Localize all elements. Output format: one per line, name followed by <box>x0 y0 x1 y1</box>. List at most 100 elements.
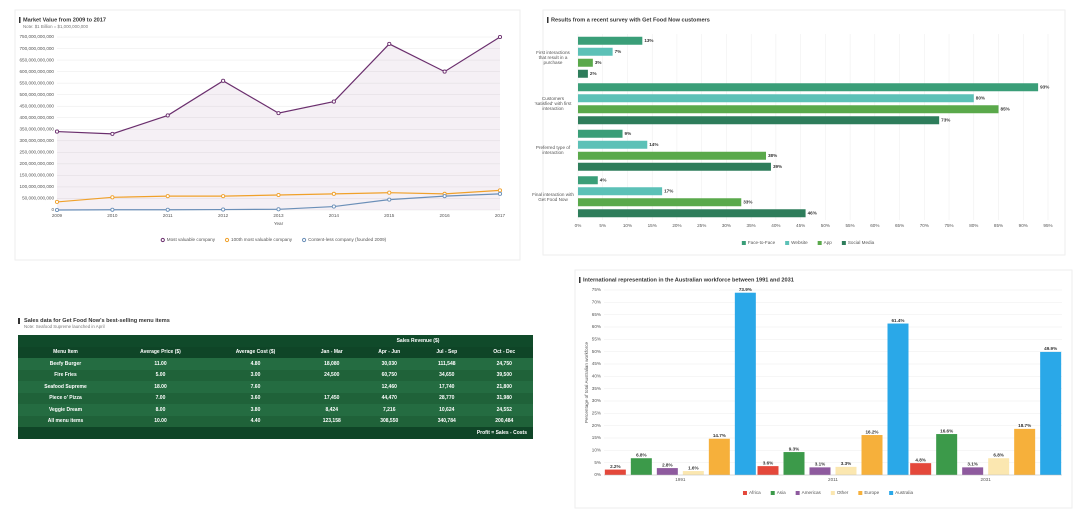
x-tick-label: 40% <box>771 223 780 228</box>
footer-row: Profit = Sales - Costs <box>18 427 533 439</box>
x-tick-label: 20% <box>672 223 681 228</box>
bar <box>630 458 652 475</box>
bar <box>604 469 626 475</box>
legend-item: Asia <box>770 490 786 495</box>
bar <box>757 466 779 475</box>
table-title: Sales data for Get Food Now's best-selli… <box>18 318 533 324</box>
legend-label: Asia <box>777 490 786 495</box>
x-tick-label: 10% <box>623 223 632 228</box>
value-label: 46% <box>808 210 817 215</box>
legend-swatch <box>830 491 835 495</box>
y-tick-label: 250,000,000,000 <box>20 150 55 155</box>
legend-swatch <box>858 491 863 495</box>
legend-label: Website <box>791 240 808 245</box>
table-cell: 24,500 <box>303 369 361 381</box>
x-tick-label: 0% <box>575 223 582 228</box>
value-label: 13% <box>644 38 653 43</box>
x-tick-label: 1991 <box>675 477 686 482</box>
data-point <box>221 207 226 212</box>
value-label: 16.6% <box>940 428 953 433</box>
x-tick-label: 2012 <box>218 213 229 218</box>
value-label: 6.8% <box>993 452 1003 457</box>
bar <box>578 105 999 114</box>
y-tick-label: 10% <box>592 448 601 453</box>
legend-swatch <box>160 237 165 243</box>
panel <box>14 9 521 261</box>
bar <box>1014 428 1036 475</box>
y-tick-label: 550,000,000,000 <box>20 80 55 85</box>
y-tick-label: 65% <box>592 312 601 317</box>
column-header: Apr - Jun <box>360 346 418 358</box>
data-point <box>387 41 392 46</box>
value-label: 49.9% <box>1044 346 1057 351</box>
table-row: Piece o' Pizza 7.00 3.60 17,450 44,470 28,770… <box>18 392 533 404</box>
value-label: 4.8% <box>915 457 925 462</box>
value-label: 39% <box>773 164 782 169</box>
legend-item: Europe <box>858 490 880 495</box>
legend-item: Australia <box>889 490 913 495</box>
legend-item: Website <box>785 240 808 245</box>
legend-item: Americas <box>795 490 822 495</box>
table-cell: 4.40 <box>208 415 303 427</box>
table-cell: Beefy Burger <box>18 358 113 370</box>
data-point <box>276 192 281 198</box>
y-tick-label: Customers 'satisfied' with first interac… <box>534 96 572 112</box>
value-label: 14.7% <box>713 433 726 438</box>
value-label: 93% <box>1040 84 1049 89</box>
x-tick-label: 95% <box>1043 223 1052 228</box>
data-point <box>387 197 392 202</box>
x-tick-label: 2009 <box>52 213 63 218</box>
table-cell: 24,750 <box>475 358 533 370</box>
bar <box>578 162 771 171</box>
y-tick-label: 35% <box>592 386 601 391</box>
data-point <box>331 204 336 209</box>
y-tick-label: 300,000,000,000 <box>20 138 55 143</box>
x-tick-label: 70% <box>920 223 929 228</box>
x-tick-label: 80% <box>969 223 978 228</box>
column-header: Average Price ($) <box>113 346 208 358</box>
bar <box>887 323 909 475</box>
value-label: 9.3% <box>789 446 799 451</box>
x-tick-label: 2011 <box>163 213 173 218</box>
table-cell: 39,500 <box>475 369 533 381</box>
x-tick-label: 5% <box>599 223 606 228</box>
x-tick-label: 45% <box>796 223 805 228</box>
y-tick-label: 50% <box>592 349 601 354</box>
table-cell: 11.00 <box>113 358 208 370</box>
table-cell: 10,624 <box>418 404 476 416</box>
legend-label: Africa <box>749 490 761 495</box>
bar <box>578 116 940 125</box>
value-label: 6.8% <box>636 452 646 457</box>
column-header: Jul - Sep <box>418 346 476 358</box>
table-cell: 12,460 <box>360 381 418 393</box>
legend-label: Americas <box>802 490 822 495</box>
bar <box>578 129 623 138</box>
bar <box>936 434 958 475</box>
data-point <box>110 131 115 136</box>
legend-item: Other <box>830 490 849 495</box>
x-tick-label: 2014 <box>329 213 340 218</box>
value-label: 85% <box>1001 106 1010 111</box>
legend-swatch <box>841 241 846 245</box>
legend-label: Face-to-Face <box>748 240 776 245</box>
column-header: Jan - Mar <box>303 346 361 358</box>
y-tick-label: 350,000,000,000 <box>20 126 55 131</box>
table-note: Note: Seafood Supreme launched in April <box>24 324 105 329</box>
sales-table-panel: Sales data for Get Food Now's best-selli… <box>18 318 533 439</box>
value-label: 73.9% <box>739 287 752 292</box>
value-label: 2.2% <box>610 464 620 469</box>
value-label: 3.1% <box>967 462 977 467</box>
value-label: 18.7% <box>1018 423 1031 428</box>
x-tick-label: 35% <box>747 223 756 228</box>
x-tick-label: 15% <box>648 223 657 228</box>
value-label: 73% <box>941 117 950 122</box>
table-cell: 24,552 <box>475 404 533 416</box>
table-cell: Seafood Supreme <box>18 381 113 393</box>
y-tick-label: Preferred type of interaction <box>535 145 571 156</box>
header-row: Sales Revenue ($) <box>18 335 533 347</box>
table-cell: 17,450 <box>303 392 361 404</box>
data-point <box>442 69 447 74</box>
value-label: 2.8% <box>662 462 672 467</box>
title-marker <box>547 17 549 23</box>
